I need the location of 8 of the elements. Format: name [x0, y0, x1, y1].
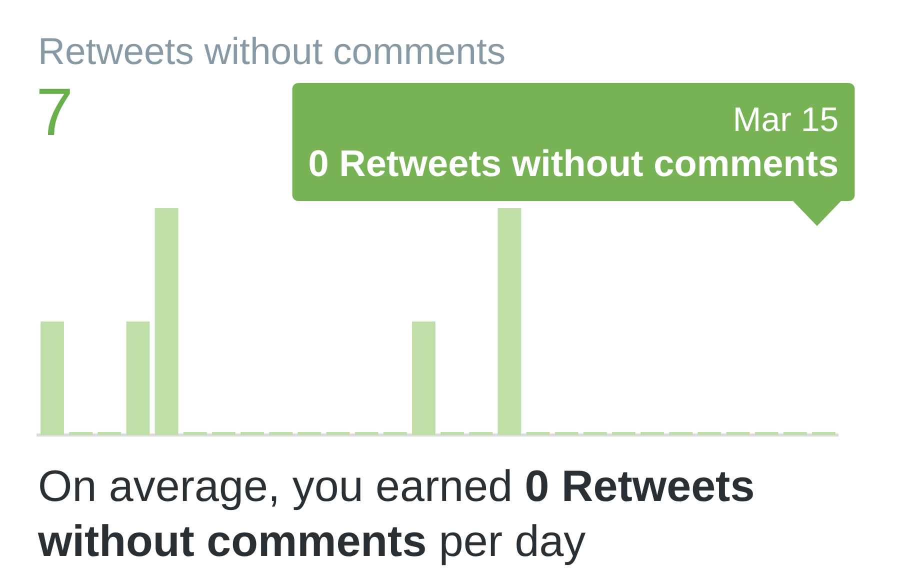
text: On average, you earned: [38, 462, 513, 511]
text: 0 Retweets without comments: [308, 143, 839, 184]
text: without comments: [38, 517, 427, 566]
chart-title: Retweets without comments: [38, 30, 506, 72]
text: 0 Retweets: [524, 462, 755, 511]
chart-subtitle: 7: [36, 75, 74, 150]
text: per day: [438, 517, 586, 566]
text: Mar 15: [732, 101, 839, 139]
